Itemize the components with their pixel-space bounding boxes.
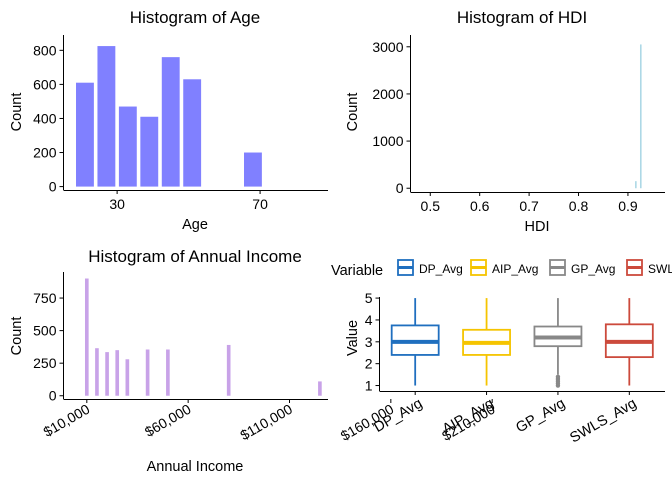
- y-tick-label: 3000: [372, 39, 403, 55]
- y-tick-label: 3: [365, 334, 373, 350]
- x-tick-label: 0.6: [470, 198, 490, 214]
- income-x-axis-label: Annual Income: [147, 459, 244, 475]
- legend-label: AIP_Avg: [492, 262, 538, 276]
- histogram-bar: [183, 79, 202, 187]
- age-y-ticks: 0 200 400 600 800: [33, 42, 64, 195]
- legend-label: GP_Avg: [571, 262, 615, 276]
- histogram-bar: [105, 352, 109, 396]
- histogram-bar: [226, 344, 231, 396]
- age-y-axis-label: Count: [9, 93, 25, 132]
- y-tick-label: 400: [33, 110, 57, 126]
- boxplot-x-ticks: DP_Avg AIP_Avg GP_Avg SWLS_Avg: [371, 391, 639, 446]
- y-tick-label: 0: [49, 388, 57, 404]
- age-bars: [76, 46, 262, 187]
- histogram-bar: [639, 44, 642, 189]
- legend-title: Variable: [331, 263, 383, 279]
- y-tick-label: 0: [396, 180, 404, 196]
- x-tick-label: SWLS_Avg: [567, 396, 639, 447]
- age-histogram-panel: Histogram of Age Count Age 0 200 400 600 800…: [9, 8, 328, 233]
- legend-label: DP_Avg: [419, 262, 463, 276]
- age-x-ticks: 30 70: [109, 190, 268, 212]
- legend-label: SWLS_Avg: [648, 262, 672, 276]
- boxplot-boxes: [390, 298, 654, 388]
- x-tick-label: 0.9: [618, 198, 638, 214]
- legend: DP_Avg AIP_Avg GP_Avg SWLS_Avg: [397, 259, 672, 276]
- y-tick-label: 0: [49, 179, 57, 195]
- y-tick-label: 4: [365, 312, 373, 328]
- age-x-axis-label: Age: [182, 217, 208, 233]
- x-tick-label: 0.8: [569, 198, 589, 214]
- hdi-x-ticks: 0.5 0.6 0.7 0.8 0.9: [421, 192, 638, 214]
- y-tick-label: 1: [365, 378, 373, 394]
- x-tick-label: 0.7: [519, 198, 539, 214]
- x-tick-label: $10,000: [40, 401, 92, 440]
- income-histogram-panel: Histogram of Annual Income Count Annual …: [9, 247, 498, 475]
- y-tick-label: 800: [33, 42, 57, 58]
- y-tick-label: 2000: [372, 86, 403, 102]
- histogram-bar: [76, 82, 94, 187]
- y-tick-label: 250: [33, 355, 57, 371]
- histogram-bar: [97, 46, 116, 187]
- histogram-bar: [118, 106, 137, 187]
- y-tick-label: 600: [33, 76, 57, 92]
- y-tick-label: 2: [365, 356, 373, 372]
- histogram-bar: [84, 278, 89, 396]
- histogram-bar: [166, 349, 170, 396]
- outlier-point: [555, 374, 561, 379]
- y-tick-label: 5: [365, 290, 373, 306]
- histogram-bar: [145, 349, 150, 396]
- boxplot-y-ticks: 1 2 3 4 5: [365, 290, 380, 394]
- hdi-histogram-panel: Histogram of HDI Count HDI 0 1000 2000 3000…: [345, 8, 665, 235]
- x-tick-label: 30: [109, 196, 125, 212]
- histogram-bar: [115, 350, 120, 396]
- x-tick-label: 0.5: [421, 198, 441, 214]
- hdi-x-axis-label: HDI: [525, 219, 550, 235]
- income-bars: [84, 278, 322, 396]
- y-tick-label: 500: [33, 323, 57, 339]
- x-tick-label: $60,000: [142, 401, 194, 440]
- histogram-bar: [125, 359, 130, 396]
- income-y-ticks: 0 250 500 750: [33, 290, 64, 404]
- income-y-axis-label: Count: [9, 317, 25, 356]
- histogram-bar: [635, 181, 637, 189]
- histogram-bar: [318, 381, 322, 396]
- hdi-bars: [635, 44, 642, 189]
- x-tick-label: GP_Avg: [513, 396, 568, 437]
- histogram-bar: [140, 116, 159, 187]
- income-x-ticks: $10,000 $60,000 $110,000 $160,000 $210,000: [40, 399, 498, 444]
- y-tick-label: 1000: [372, 133, 403, 149]
- x-tick-label: $110,000: [237, 401, 295, 444]
- y-tick-label: 200: [33, 145, 57, 161]
- histogram-bar: [95, 348, 99, 396]
- age-chart-title: Histogram of Age: [130, 8, 260, 27]
- y-tick-label: 750: [33, 290, 57, 306]
- hdi-y-axis-label: Count: [345, 93, 361, 132]
- histogram-bar: [161, 57, 180, 187]
- x-tick-label: 70: [252, 196, 268, 212]
- histogram-bar: [244, 152, 262, 187]
- income-chart-title: Histogram of Annual Income: [88, 247, 302, 266]
- boxplot-y-axis-label: Value: [345, 320, 361, 356]
- hdi-chart-title: Histogram of HDI: [457, 8, 587, 27]
- hdi-y-ticks: 0 1000 2000 3000: [372, 39, 411, 196]
